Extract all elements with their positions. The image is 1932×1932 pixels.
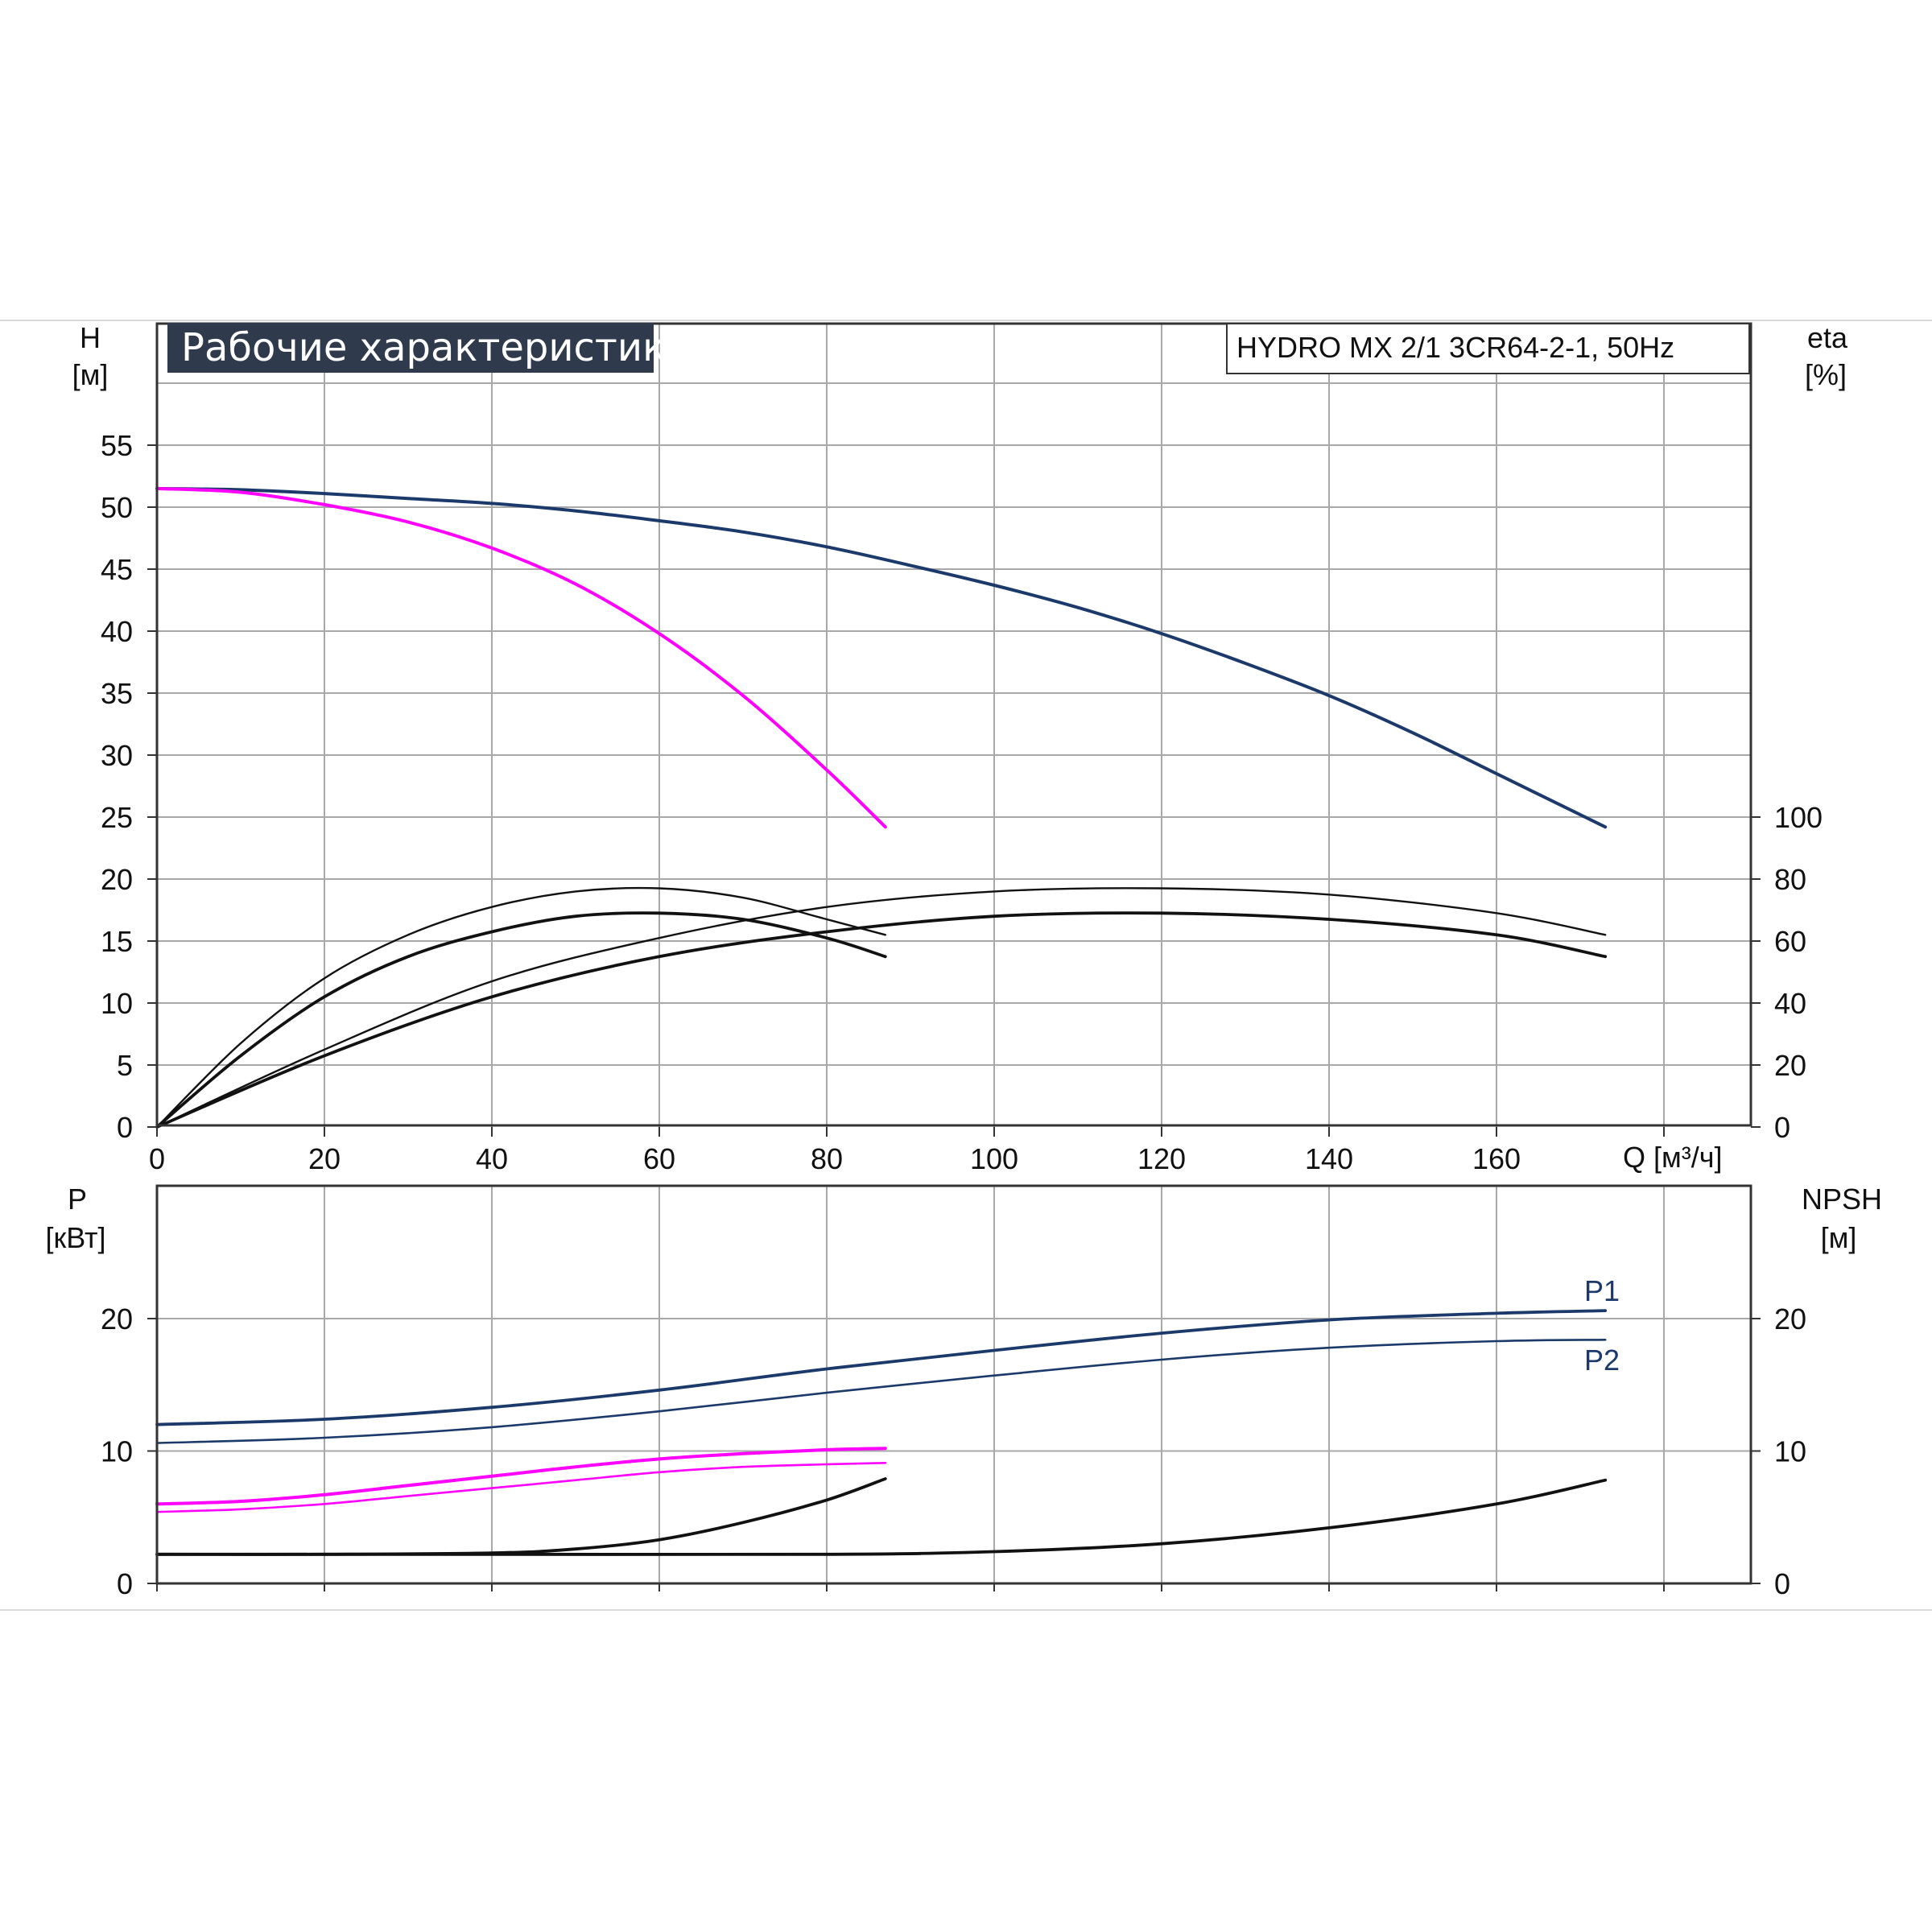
p-axis-label: P [68,1183,87,1216]
eta-tick-label: 0 [1774,1111,1790,1144]
h-tick-label: 5 [117,1049,133,1082]
h-tick-label: 45 [101,553,133,586]
p-axis-unit: [кВт] [45,1221,105,1254]
h-tick-label: 30 [101,739,133,772]
eta-tick-label: 20 [1774,1049,1806,1082]
h-tick-label: 15 [101,925,133,958]
top-curves [155,486,1608,1129]
bottom-curve [155,1309,1608,1426]
model-box [1226,323,1750,374]
y-right-unit: [%] [1805,358,1847,391]
h-tick-label: 50 [101,491,133,524]
q-tick-label: 20 [308,1142,341,1175]
bottom-curve [155,1462,887,1513]
q-tick-label: 100 [970,1142,1018,1175]
top-panel: 0 5 10 15 20 25 30 35 40 45 50 55 0 20 40 60 80 100 0 20 40 6… [72,321,1848,1175]
q-tick-label: 120 [1137,1142,1186,1175]
top-curve [155,911,1608,1129]
top-curve [155,886,886,1129]
npsh-tick-label: 20 [1774,1302,1806,1335]
p-tick-label: 0 [117,1567,133,1600]
bottom-curve [155,1477,887,1556]
bottom-curves [155,1309,1608,1556]
q-tick-label: 140 [1305,1142,1353,1175]
bottom-panel-frame [155,1184,1752,1585]
h-tick-label: 35 [101,677,133,710]
top-curve [155,911,887,1129]
top-grid [157,324,1751,1127]
model-label: HYDRO MX 2/1 3CR64-2-1, 50Hz [1236,331,1674,364]
q-tick-label: 40 [476,1142,508,1175]
h-tick-label: 40 [101,615,133,648]
npsh-tick-label: 10 [1774,1435,1806,1468]
npsh-axis-unit: [м] [1821,1221,1857,1254]
y-left-label: H [80,321,101,354]
bottom-curve [155,1447,887,1506]
h-tick-label: 25 [101,801,133,834]
npsh-tick-label: 0 [1774,1567,1790,1600]
top-panel-frame [155,322,1752,1127]
y-right-label: eta [1807,321,1848,354]
q-tick-label: 60 [643,1142,675,1175]
q-tick-label: 160 [1472,1142,1521,1175]
bottom-curve [155,1339,1607,1444]
q-tick-label: 0 [149,1142,165,1175]
top-ticks: 0 5 10 15 20 25 30 35 40 45 50 55 0 20 40 60 80 100 0 20 40 6… [101,429,1823,1175]
p-tick-label: 20 [101,1302,133,1335]
h-tick-label: 0 [117,1111,133,1144]
p2-curve-label: P2 [1584,1344,1620,1377]
top-curve [155,887,1607,1129]
eta-tick-label: 80 [1774,863,1806,896]
bottom-curve [155,1478,1608,1556]
eta-tick-label: 60 [1774,925,1806,958]
bottom-panel: 0 10 20 0 10 20 P [кВт] NPSH [м] P1 P2 [45,1183,1882,1600]
h-tick-label: 10 [101,987,133,1020]
h-tick-label: 55 [101,429,133,462]
p-tick-label: 10 [101,1435,133,1468]
bottom-grid [157,1186,1751,1583]
p1-curve-label: P1 [1584,1274,1620,1307]
eta-tick-label: 40 [1774,987,1806,1020]
q-tick-label: 80 [811,1142,843,1175]
title-badge [167,323,654,373]
y-left-unit: [м] [72,358,109,391]
bottom-ticks: 0 10 20 0 10 20 [101,1302,1806,1600]
h-tick-label: 20 [101,863,133,896]
top-curve [155,486,1608,829]
chart-title: Рабочие характеристики [181,325,691,370]
top-curve [155,486,887,829]
x-axis-label: Q [м³/ч] [1623,1141,1723,1174]
npsh-axis-label: NPSH [1802,1183,1882,1216]
eta-tick-label: 100 [1774,801,1823,834]
